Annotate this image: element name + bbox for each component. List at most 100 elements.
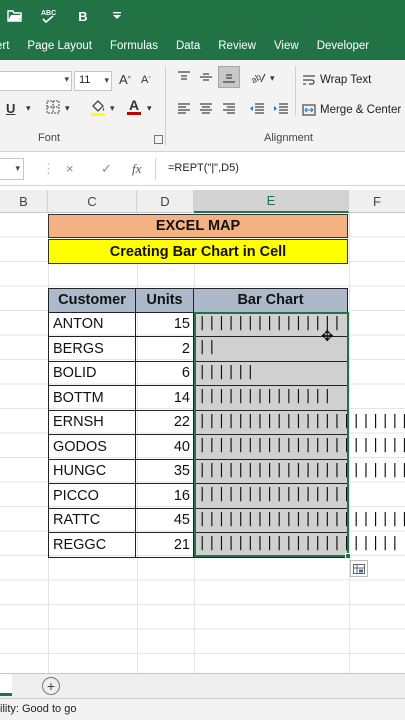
- underline-button[interactable]: U: [6, 101, 16, 116]
- units-cell[interactable]: 2: [136, 337, 194, 362]
- in-cell-bar: |||||||||||||||||||||: [198, 535, 401, 551]
- column-header-c[interactable]: C: [48, 190, 137, 213]
- accessibility-status[interactable]: ility: Good to go: [0, 703, 77, 715]
- header-bar-chart[interactable]: Bar Chart: [194, 288, 348, 313]
- customer-cell[interactable]: GODOS: [48, 435, 136, 460]
- cancel-icon[interactable]: ×: [66, 161, 74, 176]
- bar-chart-cell[interactable]: ||||||||||||||||||||||||||||||||||||||||: [194, 435, 405, 460]
- bar-chart-cell[interactable]: ||||||||||||||||: [194, 484, 351, 509]
- tab-insert[interactable]: ert: [0, 40, 10, 52]
- units-cell[interactable]: 14: [136, 386, 194, 411]
- increase-font-icon[interactable]: A ^: [119, 72, 131, 87]
- formula-bar-options-icon[interactable]: ⋮: [42, 161, 55, 176]
- table-row: BOTTM 14 ||||||||||||||: [48, 386, 348, 411]
- fill-handle[interactable]: [345, 553, 351, 559]
- formula-input[interactable]: =REPT("|",D5): [168, 162, 239, 174]
- bar-chart-cell[interactable]: ||||||||||||||||||||||||||||||||||||||||…: [194, 508, 405, 533]
- insert-function-icon[interactable]: fx: [132, 161, 142, 176]
- in-cell-bar: ||: [198, 339, 218, 355]
- name-box[interactable]: ▾: [0, 158, 24, 180]
- align-right-icon[interactable]: [222, 102, 236, 116]
- font-dialog-launcher-icon[interactable]: [154, 135, 163, 144]
- column-header-d[interactable]: D: [137, 190, 194, 213]
- add-sheet-icon[interactable]: +: [42, 677, 60, 695]
- bar-chart-cell[interactable]: ||||||||||||||: [194, 386, 348, 411]
- title-cell-excel-map[interactable]: EXCEL MAP: [48, 214, 348, 238]
- orientation-icon[interactable]: ab: [251, 70, 267, 84]
- chevron-down-icon[interactable]: ▾: [26, 103, 31, 113]
- table-row: BERGS 2 ||: [48, 337, 348, 362]
- header-customer[interactable]: Customer: [48, 288, 136, 313]
- units-cell[interactable]: 15: [136, 312, 194, 337]
- bar-chart-cell[interactable]: ||||||||||||||||||||||: [194, 410, 405, 435]
- tab-formulas[interactable]: Formulas: [110, 40, 158, 52]
- font-size-dropdown[interactable]: 11 ▾: [74, 71, 112, 91]
- customer-cell[interactable]: HUNGC: [48, 459, 136, 484]
- tab-data[interactable]: Data: [175, 40, 201, 52]
- table-row: GODOS40|||||||||||||||||||||||||||||||||…: [48, 435, 405, 460]
- formula-bar: ▾ ⋮ × ✓ fx =REPT("|",D5): [0, 152, 405, 186]
- fill-color-icon[interactable]: [89, 98, 107, 116]
- bold-icon[interactable]: B: [78, 8, 88, 24]
- tab-review[interactable]: Review: [218, 40, 256, 52]
- customer-cell[interactable]: BOTTM: [48, 386, 136, 411]
- bar-chart-cell[interactable]: |||||||||||||||: [194, 312, 348, 337]
- merge-center-icon: [302, 104, 316, 116]
- customize-icon[interactable]: [108, 7, 126, 25]
- customer-cell[interactable]: PICCO: [48, 484, 136, 509]
- increase-indent-icon[interactable]: [273, 102, 289, 116]
- customer-cell[interactable]: ANTON: [48, 312, 136, 337]
- borders-icon[interactable]: [46, 100, 60, 114]
- open-folder-icon[interactable]: [6, 7, 24, 25]
- units-cell[interactable]: 16: [136, 484, 194, 509]
- units-cell[interactable]: 45: [136, 508, 194, 533]
- wrap-text-button[interactable]: Wrap Text: [302, 73, 371, 87]
- title-cell-subtitle[interactable]: Creating Bar Chart in Cell: [48, 239, 348, 264]
- units-cell[interactable]: 21: [136, 533, 194, 558]
- customer-cell[interactable]: REGGC: [48, 533, 136, 558]
- decrease-indent-icon[interactable]: [249, 102, 265, 116]
- sheet-tab-active[interactable]: [0, 674, 12, 696]
- table-row: HUNGC35|||||||||||||||||||||||||||||||||…: [48, 459, 405, 484]
- customer-cell[interactable]: RATTC: [48, 508, 136, 533]
- units-cell[interactable]: 35: [136, 459, 194, 484]
- chevron-down-icon[interactable]: ▾: [270, 73, 275, 83]
- units-cell[interactable]: 22: [136, 410, 194, 435]
- spelling-icon[interactable]: ABC: [40, 7, 58, 25]
- customer-cell[interactable]: ERNSH: [48, 410, 136, 435]
- tab-page-layout[interactable]: Page Layout: [27, 40, 93, 52]
- column-header-e[interactable]: E: [194, 190, 349, 213]
- align-left-icon[interactable]: [177, 102, 191, 116]
- bar-chart-cell[interactable]: |||||||||||||||||||||||||||||||||||: [194, 459, 405, 484]
- bar-chart-cell[interactable]: ||: [194, 337, 348, 362]
- in-cell-bar: ||||||||||||||||||||||||||||||||||||||||…: [198, 510, 405, 527]
- merge-center-button[interactable]: Merge & Center: [302, 103, 401, 117]
- wrap-text-label: Wrap Text: [320, 74, 372, 86]
- customer-cell[interactable]: BERGS: [48, 337, 136, 362]
- column-header-b[interactable]: B: [0, 190, 48, 213]
- chevron-down-icon[interactable]: ▾: [65, 103, 70, 113]
- font-name-dropdown[interactable]: ▾: [0, 71, 72, 91]
- column-header-f[interactable]: F: [349, 190, 405, 213]
- bar-chart-cell[interactable]: |||||||||||||||||||||: [194, 533, 399, 558]
- font-color-button[interactable]: A: [127, 98, 141, 115]
- enter-icon[interactable]: ✓: [101, 161, 112, 176]
- in-cell-bar: ||||||: [198, 363, 256, 380]
- units-cell[interactable]: 6: [136, 361, 194, 386]
- align-center-icon[interactable]: [199, 102, 213, 116]
- align-middle-icon[interactable]: [199, 70, 213, 84]
- tab-view[interactable]: View: [273, 40, 299, 52]
- align-top-icon[interactable]: [177, 70, 191, 84]
- align-bottom-icon[interactable]: [218, 66, 240, 88]
- quick-analysis-icon[interactable]: [350, 560, 368, 577]
- table-row: REGGC 21 |||||||||||||||||||||: [48, 533, 399, 558]
- units-cell[interactable]: 40: [136, 435, 194, 460]
- chevron-down-icon[interactable]: ▾: [110, 103, 115, 113]
- customer-cell[interactable]: BOLID: [48, 361, 136, 386]
- chevron-down-icon[interactable]: ▾: [147, 103, 152, 113]
- tab-developer[interactable]: Developer: [316, 40, 370, 52]
- bar-chart-cell[interactable]: ||||||: [194, 361, 348, 386]
- header-units[interactable]: Units: [136, 288, 194, 313]
